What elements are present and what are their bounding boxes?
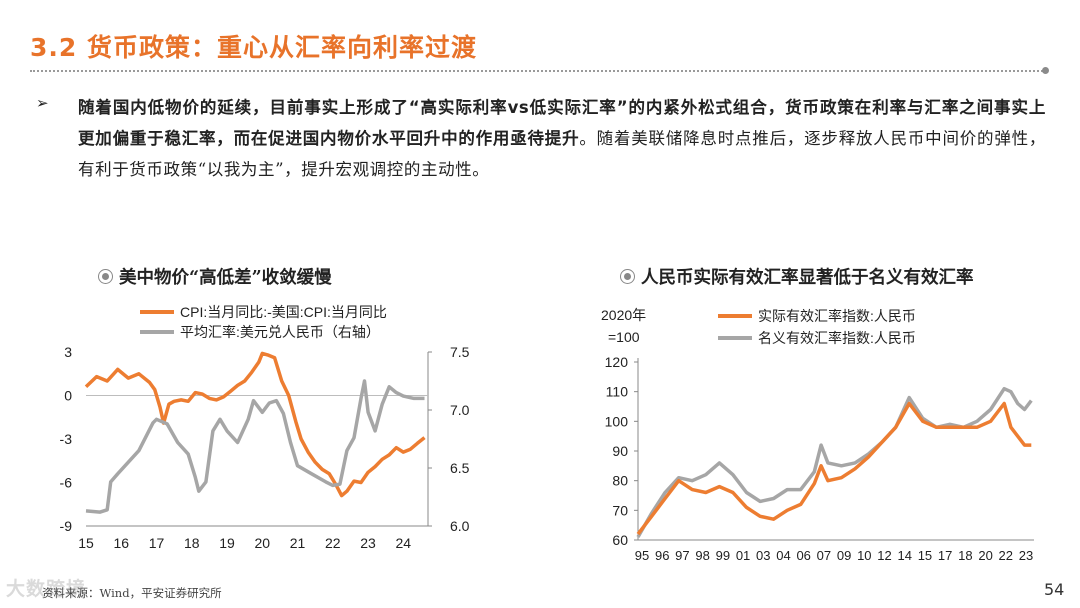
x-tick-2: 17: [149, 535, 165, 551]
arrow-bullet-icon: ➢: [36, 94, 49, 112]
x-tick-6: 03: [756, 548, 770, 563]
legend-label-1: 平均汇率:美元兑人民币（右轴）: [180, 324, 380, 340]
circle-dot-icon: [620, 269, 635, 284]
page-number: 54: [1044, 580, 1065, 599]
bullet-bold-vs: vs: [507, 98, 530, 117]
x-tick-9: 07: [817, 548, 831, 563]
y-unit-label-1: 2020年: [601, 307, 646, 323]
x-tick-4: 99: [716, 548, 730, 563]
x-tick-5: 01: [736, 548, 750, 563]
bullet-bold-part2: 低实际汇率”的内紧外松式组合，货币政策在利率与汇率之间事实上更加偏重于稳汇率，而…: [78, 98, 1046, 148]
x-tick-7: 04: [776, 548, 790, 563]
y-left-tick-2: -3: [60, 431, 73, 447]
series-line-0: [84, 351, 426, 498]
y-right-tick-0: 7.5: [450, 344, 470, 360]
x-tick-0: 15: [78, 535, 94, 551]
x-tick-1: 16: [113, 535, 129, 551]
circle-dot-icon: [98, 269, 113, 284]
x-tick-9: 24: [396, 535, 412, 551]
y-tick-6: 60: [612, 532, 628, 548]
title-divider: [30, 70, 1046, 72]
x-tick-15: 17: [938, 548, 952, 563]
y-tick-4: 80: [612, 473, 628, 489]
x-tick-3: 98: [695, 548, 709, 563]
x-tick-16: 18: [958, 548, 972, 563]
bullet-text: 随着国内低物价的延续，目前事实上形成了“高实际利率vs低实际汇率”的内紧外松式组…: [78, 92, 1046, 185]
divider-end-dot: [1042, 67, 1049, 74]
left-chart-title-text: 美中物价“高低差”收敛缓慢: [119, 268, 332, 288]
x-tick-14: 15: [918, 548, 932, 563]
bullet-bold-part1: 随着国内低物价的延续，目前事实上形成了“高实际利率: [78, 98, 508, 117]
x-tick-19: 23: [1019, 548, 1033, 563]
x-tick-6: 21: [290, 535, 306, 551]
x-tick-8: 23: [360, 535, 376, 551]
watermark: 大数跨境: [6, 578, 87, 600]
x-tick-3: 18: [184, 535, 200, 551]
page-title: 3.2 货币政策：重心从汇率向利率过渡: [30, 33, 477, 62]
y-left-tick-4: -9: [60, 518, 73, 534]
legend-label-1: 名义有效汇率指数:人民币: [758, 330, 916, 346]
source-note: 资料来源：Wind，平安证券研究所: [42, 586, 222, 600]
x-tick-11: 10: [857, 548, 871, 563]
y-tick-2: 100: [605, 413, 629, 429]
y-tick-3: 90: [612, 443, 628, 459]
x-tick-4: 19: [219, 535, 235, 551]
y-left-tick-0: 3: [64, 344, 72, 360]
y-right-tick-1: 7.0: [450, 402, 470, 418]
x-tick-2: 97: [675, 548, 689, 563]
x-tick-8: 06: [796, 548, 810, 563]
y-right-tick-3: 6.0: [450, 518, 470, 534]
y-tick-0: 120: [605, 354, 629, 370]
y-tick-1: 110: [606, 384, 629, 400]
x-tick-5: 20: [254, 535, 270, 551]
right-chart-title-text: 人民币实际有效汇率显著低于名义有效汇率: [641, 268, 974, 288]
legend-label-0: 实际有效汇率指数:人民币: [758, 308, 916, 324]
x-tick-13: 14: [898, 548, 912, 563]
x-tick-18: 22: [999, 548, 1013, 563]
bullet-paragraph: ➢ 随着国内低物价的延续，目前事实上形成了“高实际利率vs低实际汇率”的内紧外松…: [36, 92, 1046, 185]
right-chart-title: 人民币实际有效汇率显著低于名义有效汇率: [620, 264, 974, 289]
series-line-1: [636, 386, 1033, 538]
x-tick-12: 12: [877, 548, 891, 563]
y-left-tick-3: -6: [60, 475, 73, 491]
x-tick-0: 95: [635, 548, 649, 563]
x-tick-1: 96: [655, 548, 669, 563]
left-chart-title: 美中物价“高低差”收敛缓慢: [98, 264, 332, 289]
x-tick-10: 09: [837, 548, 851, 563]
bullet-normal-part3: 。随着美联储降息时点推后，逐步释放人民币中间价的弹性，有利于货币政策“以我为主”…: [78, 129, 1047, 179]
legend-label-0: CPI:当月同比:-美国:CPI:当月同比: [180, 304, 387, 320]
x-tick-17: 20: [978, 548, 992, 563]
series-line-1: [85, 379, 425, 514]
y-tick-5: 70: [612, 502, 628, 518]
y-left-tick-1: 0: [64, 388, 72, 404]
series-line-0: [636, 401, 1032, 536]
x-tick-7: 22: [325, 535, 341, 551]
y-unit-label-2: =100: [608, 329, 640, 345]
y-right-tick-2: 6.5: [450, 460, 470, 476]
